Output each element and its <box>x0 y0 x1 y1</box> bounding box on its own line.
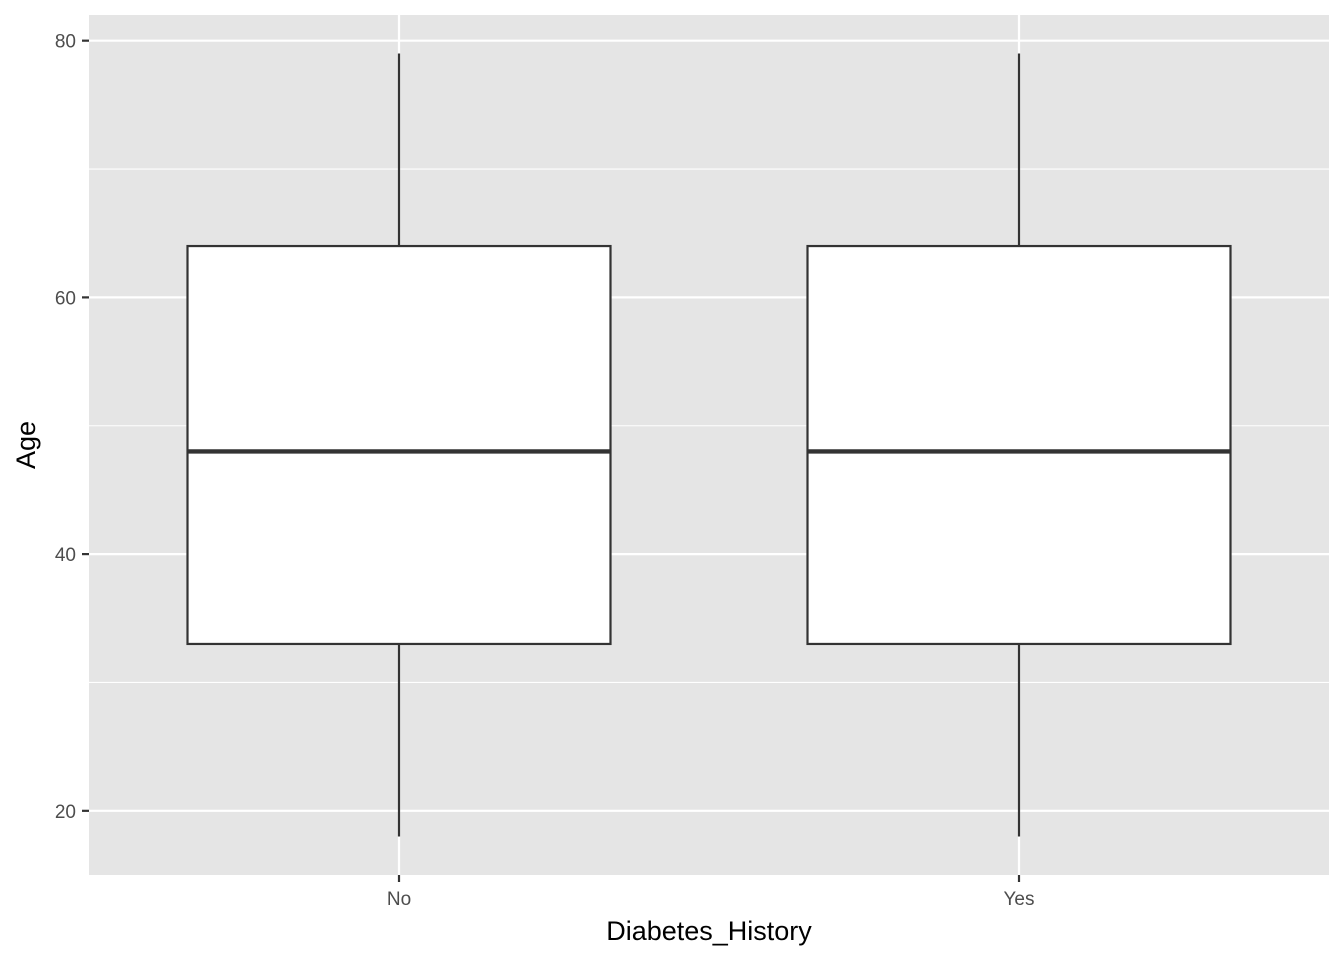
box-yes <box>806 53 1232 837</box>
x-tick-label: Yes <box>1004 889 1035 910</box>
box-layer <box>186 53 1232 837</box>
y-tick-label: 20 <box>55 802 76 823</box>
box-iqr <box>806 244 1232 646</box>
y-axis: 20 40 60 80 <box>55 32 89 823</box>
x-axis: No Yes <box>387 875 1035 910</box>
y-tick-label: 60 <box>55 288 76 309</box>
y-tick-label: 80 <box>55 32 76 53</box>
box-iqr <box>186 244 612 646</box>
x-axis-title: Diabetes_History <box>606 916 812 946</box>
box-no <box>186 53 612 837</box>
x-tick-label: No <box>387 889 411 910</box>
y-axis-title: Age <box>11 421 41 469</box>
y-tick-label: 40 <box>55 545 76 566</box>
